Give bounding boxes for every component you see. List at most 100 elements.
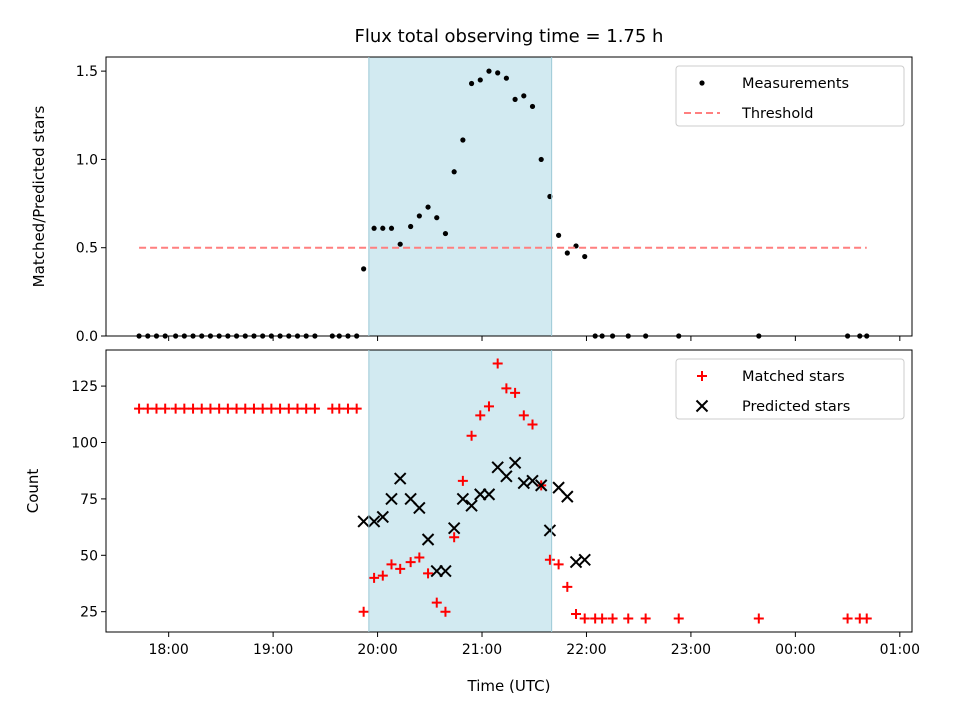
measurement-point bbox=[512, 96, 518, 102]
predicted-star-point bbox=[376, 510, 389, 524]
matched-star-point bbox=[395, 563, 406, 574]
legend-label: Predicted stars bbox=[742, 399, 850, 415]
x-tick-label: 21:00 bbox=[462, 642, 502, 658]
matched-star-point bbox=[527, 419, 538, 430]
predicted-star-point bbox=[482, 488, 496, 501]
measurement-point bbox=[434, 215, 440, 221]
predicted-star-point bbox=[543, 524, 557, 537]
matched-star-point bbox=[196, 403, 207, 414]
matched-star-point bbox=[518, 410, 529, 421]
predicted-star-point bbox=[413, 501, 426, 515]
predicted-star-point bbox=[526, 474, 539, 488]
legend-marker bbox=[695, 399, 709, 413]
bottom-marks bbox=[134, 358, 872, 624]
legend-box bbox=[675, 358, 905, 420]
matched-star-point bbox=[351, 403, 362, 414]
measurement-point bbox=[556, 232, 562, 238]
measurement-point bbox=[460, 137, 466, 143]
bottom-axes-frame bbox=[105, 349, 913, 633]
measurement-point bbox=[538, 156, 544, 163]
matched-star-point bbox=[231, 403, 242, 414]
legend-marker bbox=[699, 80, 705, 86]
predicted-star-point bbox=[508, 456, 522, 470]
matched-star-point bbox=[440, 606, 451, 617]
predicted-star-point bbox=[385, 492, 398, 506]
y-tick-label: 50 bbox=[80, 548, 98, 564]
measurement-point bbox=[521, 93, 527, 99]
predicted-star-point bbox=[421, 533, 435, 546]
matched-star-point bbox=[466, 430, 477, 441]
measurement-point bbox=[477, 77, 483, 83]
matched-star-point bbox=[257, 403, 268, 414]
y-tick-label: 25 bbox=[80, 605, 98, 621]
matched-star-point bbox=[475, 410, 486, 421]
matched-star-point bbox=[369, 572, 380, 583]
predicted-star-point bbox=[561, 490, 574, 503]
matched-star-point bbox=[275, 403, 286, 414]
matched-star-point bbox=[405, 557, 416, 568]
top-panel: 0.0 0.5 1.0 1.5 Flux total observing time =… bbox=[30, 26, 913, 345]
x-tick-label: 18:00 bbox=[148, 642, 188, 658]
matched-star-point bbox=[358, 606, 369, 617]
matched-star-point bbox=[188, 403, 199, 414]
measurement-point bbox=[564, 250, 570, 256]
matched-star-point bbox=[607, 613, 618, 624]
bottom-observing-span bbox=[368, 350, 552, 632]
matched-star-point bbox=[334, 403, 345, 414]
y-tick-label: 1.0 bbox=[76, 152, 98, 168]
predicted-star-point bbox=[465, 499, 478, 512]
matched-star-point bbox=[179, 403, 190, 414]
predicted-star-point bbox=[534, 479, 548, 492]
matched-star-point bbox=[205, 403, 216, 414]
measurement-point bbox=[371, 225, 377, 231]
bottom-y-axis-label: Count bbox=[24, 469, 42, 514]
measurement-point bbox=[388, 225, 395, 231]
x-tick-label: 19:00 bbox=[253, 642, 293, 658]
y-tick-label: 1.5 bbox=[76, 64, 98, 80]
matched-star-point bbox=[501, 383, 512, 394]
legend-marker bbox=[697, 371, 707, 381]
matched-star-point bbox=[134, 403, 145, 414]
measurement-point bbox=[380, 225, 386, 231]
matched-star-point bbox=[342, 403, 353, 414]
predicted-star-point bbox=[357, 515, 370, 528]
top-axes-frame bbox=[105, 56, 913, 337]
matched-star-point bbox=[544, 554, 555, 565]
bottom-legend: Matched stars Predicted stars bbox=[675, 358, 905, 420]
measurement-point bbox=[503, 75, 509, 81]
top-axes: 0.0 0.5 1.0 1.5 bbox=[76, 64, 901, 345]
measurement-point bbox=[468, 80, 475, 87]
matched-star-point bbox=[753, 613, 764, 624]
measurement-point bbox=[397, 241, 403, 247]
bottom-panel: 25 50 75 100 125 18:00 19:00 20:00 21:00 22:00 23:… bbox=[24, 349, 920, 695]
matched-star-point bbox=[248, 403, 259, 414]
measurement-point bbox=[442, 230, 449, 237]
measurement-point bbox=[529, 103, 536, 110]
matched-star-point bbox=[553, 559, 564, 570]
matched-star-point bbox=[160, 403, 171, 414]
predicted-star-point bbox=[456, 492, 470, 506]
predicted-star-point bbox=[578, 553, 591, 567]
matched-star-point bbox=[292, 403, 303, 414]
y-tick-label: 0.0 bbox=[76, 329, 98, 345]
x-tick-label: 22:00 bbox=[566, 642, 606, 658]
predicted-star-point bbox=[439, 564, 452, 578]
measurement-point bbox=[451, 169, 457, 175]
matched-star-point bbox=[579, 613, 590, 624]
matched-star-point bbox=[309, 403, 320, 414]
matched-star-point bbox=[266, 403, 277, 414]
matched-star-point bbox=[170, 403, 181, 414]
matched-star-point bbox=[386, 559, 397, 570]
matched-star-point bbox=[457, 475, 468, 486]
y-tick-label: 100 bbox=[71, 435, 98, 451]
measurement-point bbox=[425, 204, 431, 210]
matched-star-point bbox=[597, 613, 608, 624]
matched-star-point bbox=[492, 358, 503, 369]
matched-star-point bbox=[861, 613, 872, 624]
measurement-point bbox=[486, 68, 492, 74]
matched-star-point bbox=[283, 403, 294, 414]
x-tick-label: 00:00 bbox=[775, 642, 815, 658]
top-observing-span bbox=[368, 57, 552, 336]
matched-star-point bbox=[449, 532, 460, 543]
